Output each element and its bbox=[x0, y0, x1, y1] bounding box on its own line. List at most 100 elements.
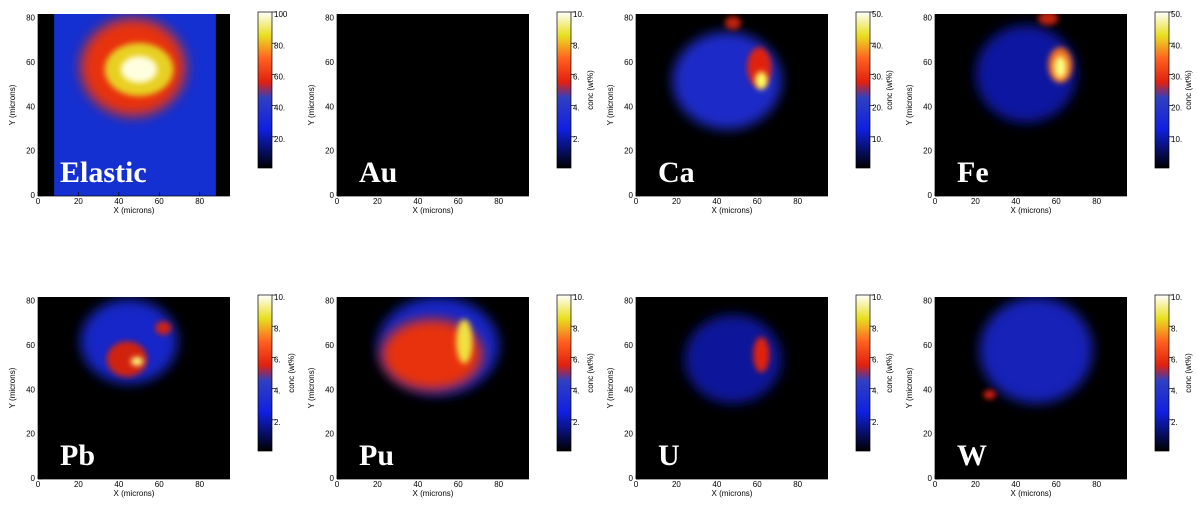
y-tick-label: 0 bbox=[330, 191, 335, 200]
colorbar-label: conc (wt%) bbox=[586, 70, 595, 110]
panel: 0 20 40 60 80 0 20 40 60 80 X (microns) Y (microns)… bbox=[8, 10, 288, 215]
colorbar-tick-label: 4. bbox=[274, 387, 281, 396]
x-tick-label: 40 bbox=[114, 197, 123, 206]
heatmap bbox=[979, 297, 1093, 404]
x-tick-label: 0 bbox=[335, 197, 340, 206]
colorbar-tick-label: 20. bbox=[1171, 104, 1182, 113]
colorbar-tick-label: 8. bbox=[1171, 324, 1178, 333]
colorbar-tick-label: 40. bbox=[1171, 41, 1182, 50]
y-tick-label: 0 bbox=[928, 474, 933, 483]
colorbar-tick-label: 8. bbox=[872, 324, 879, 333]
x-axis-label: X (microns) bbox=[1011, 489, 1052, 498]
x-tick-label: 40 bbox=[1011, 480, 1020, 489]
x-tick-label: 60 bbox=[454, 197, 463, 206]
x-tick-label: 60 bbox=[753, 480, 762, 489]
x-tick-label: 20 bbox=[672, 480, 681, 489]
x-tick-label: 80 bbox=[195, 197, 204, 206]
heatmap-blob bbox=[130, 356, 144, 366]
y-tick-label: 0 bbox=[330, 474, 335, 483]
y-tick-label: 20 bbox=[624, 147, 633, 156]
y-tick-label: 60 bbox=[923, 341, 932, 350]
panel: 0 20 40 60 80 0 20 40 60 80 X (microns) Y (microns)… bbox=[905, 10, 1193, 215]
y-axis-label: Y (microns) bbox=[8, 367, 17, 408]
x-tick-label: 80 bbox=[1092, 480, 1101, 489]
y-axis-label: Y (microns) bbox=[8, 84, 17, 125]
colorbar-label: conc (wt%) bbox=[1184, 353, 1193, 393]
panel: 0 20 40 60 80 0 20 40 60 80 X (microns) Y (microns)… bbox=[307, 10, 595, 215]
heatmap bbox=[80, 299, 178, 384]
x-tick-label: 40 bbox=[413, 197, 422, 206]
colorbar-tick-label: 30. bbox=[872, 73, 883, 82]
y-tick-label: 60 bbox=[923, 58, 932, 67]
colorbar-tick-label: 8. bbox=[573, 324, 580, 333]
x-tick-label: 80 bbox=[195, 480, 204, 489]
colorbar-tick-label: 10. bbox=[1171, 293, 1182, 302]
colorbar-tick-label: 40. bbox=[872, 41, 883, 50]
x-tick-label: 40 bbox=[114, 480, 123, 489]
y-tick-label: 80 bbox=[624, 14, 633, 23]
colorbar-tick-label: 10. bbox=[1171, 135, 1182, 144]
colorbar-tick-label: 2. bbox=[573, 135, 580, 144]
colorbar-tick-label: 2. bbox=[573, 418, 580, 427]
y-tick-label: 80 bbox=[624, 297, 633, 306]
x-tick-label: 20 bbox=[373, 480, 382, 489]
y-tick-label: 20 bbox=[923, 147, 932, 156]
x-tick-label: 0 bbox=[933, 197, 938, 206]
y-tick-label: 20 bbox=[923, 430, 932, 439]
colorbar-label: conc (wt%) bbox=[287, 353, 296, 393]
colorbar-tick-label: 100 bbox=[274, 10, 288, 19]
x-tick-label: 60 bbox=[155, 197, 164, 206]
y-tick-label: 0 bbox=[928, 191, 933, 200]
colorbar-tick-label: 2. bbox=[274, 418, 281, 427]
x-axis-label: X (microns) bbox=[114, 489, 155, 498]
y-axis-label: Y (microns) bbox=[606, 367, 615, 408]
x-tick-label: 40 bbox=[712, 480, 721, 489]
y-tick-label: 0 bbox=[31, 191, 36, 200]
colorbar-tick-label: 8. bbox=[573, 41, 580, 50]
heatmap bbox=[975, 14, 1077, 123]
x-tick-label: 40 bbox=[1011, 197, 1020, 206]
x-tick-label: 80 bbox=[1092, 197, 1101, 206]
y-tick-label: 40 bbox=[325, 102, 334, 111]
colorbar-tick-label: 2. bbox=[872, 418, 879, 427]
x-tick-label: 0 bbox=[36, 197, 41, 206]
x-axis-label: X (microns) bbox=[712, 206, 753, 215]
x-tick-label: 40 bbox=[413, 480, 422, 489]
colorbar-tick-label: 10. bbox=[573, 293, 584, 302]
colorbar-tick-label: 6. bbox=[573, 73, 580, 82]
x-tick-label: 0 bbox=[36, 480, 41, 489]
y-tick-label: 20 bbox=[325, 430, 334, 439]
colorbar-tick-label: 20. bbox=[274, 135, 285, 144]
heatmap-blob bbox=[80, 299, 178, 384]
colorbar-tick-label: 6. bbox=[573, 356, 580, 365]
x-tick-label: 0 bbox=[933, 480, 938, 489]
y-tick-label: 80 bbox=[325, 14, 334, 23]
colorbar-tick-label: 4. bbox=[573, 387, 580, 396]
x-tick-label: 80 bbox=[793, 197, 802, 206]
x-axis-label: X (microns) bbox=[114, 206, 155, 215]
element-label: Pu bbox=[359, 439, 394, 472]
x-tick-label: 60 bbox=[454, 480, 463, 489]
y-tick-label: 60 bbox=[624, 58, 633, 67]
y-tick-label: 0 bbox=[31, 474, 36, 483]
colorbar-tick-label: 20. bbox=[872, 104, 883, 113]
element-label: Au bbox=[359, 156, 397, 189]
element-label: U bbox=[658, 439, 680, 472]
element-label: Ca bbox=[658, 156, 695, 189]
x-tick-label: 60 bbox=[1052, 197, 1061, 206]
colorbar-tick-label: 40. bbox=[274, 104, 285, 113]
heatmap-blob bbox=[983, 390, 996, 400]
y-tick-label: 40 bbox=[26, 102, 35, 111]
y-tick-label: 40 bbox=[624, 102, 633, 111]
y-axis-label: Y (microns) bbox=[905, 84, 914, 125]
colorbar-tick-label: 50. bbox=[1171, 10, 1182, 19]
colorbar-tick-label: 10. bbox=[872, 135, 883, 144]
heatmap-blob bbox=[155, 321, 172, 335]
heatmap bbox=[672, 16, 782, 130]
colorbar-tick-label: 6. bbox=[872, 356, 879, 365]
element-label: Fe bbox=[957, 156, 989, 189]
colorbar-label: conc (wt%) bbox=[586, 353, 595, 393]
y-tick-label: 40 bbox=[923, 102, 932, 111]
y-tick-label: 20 bbox=[325, 147, 334, 156]
heatmap-blob bbox=[724, 16, 742, 30]
